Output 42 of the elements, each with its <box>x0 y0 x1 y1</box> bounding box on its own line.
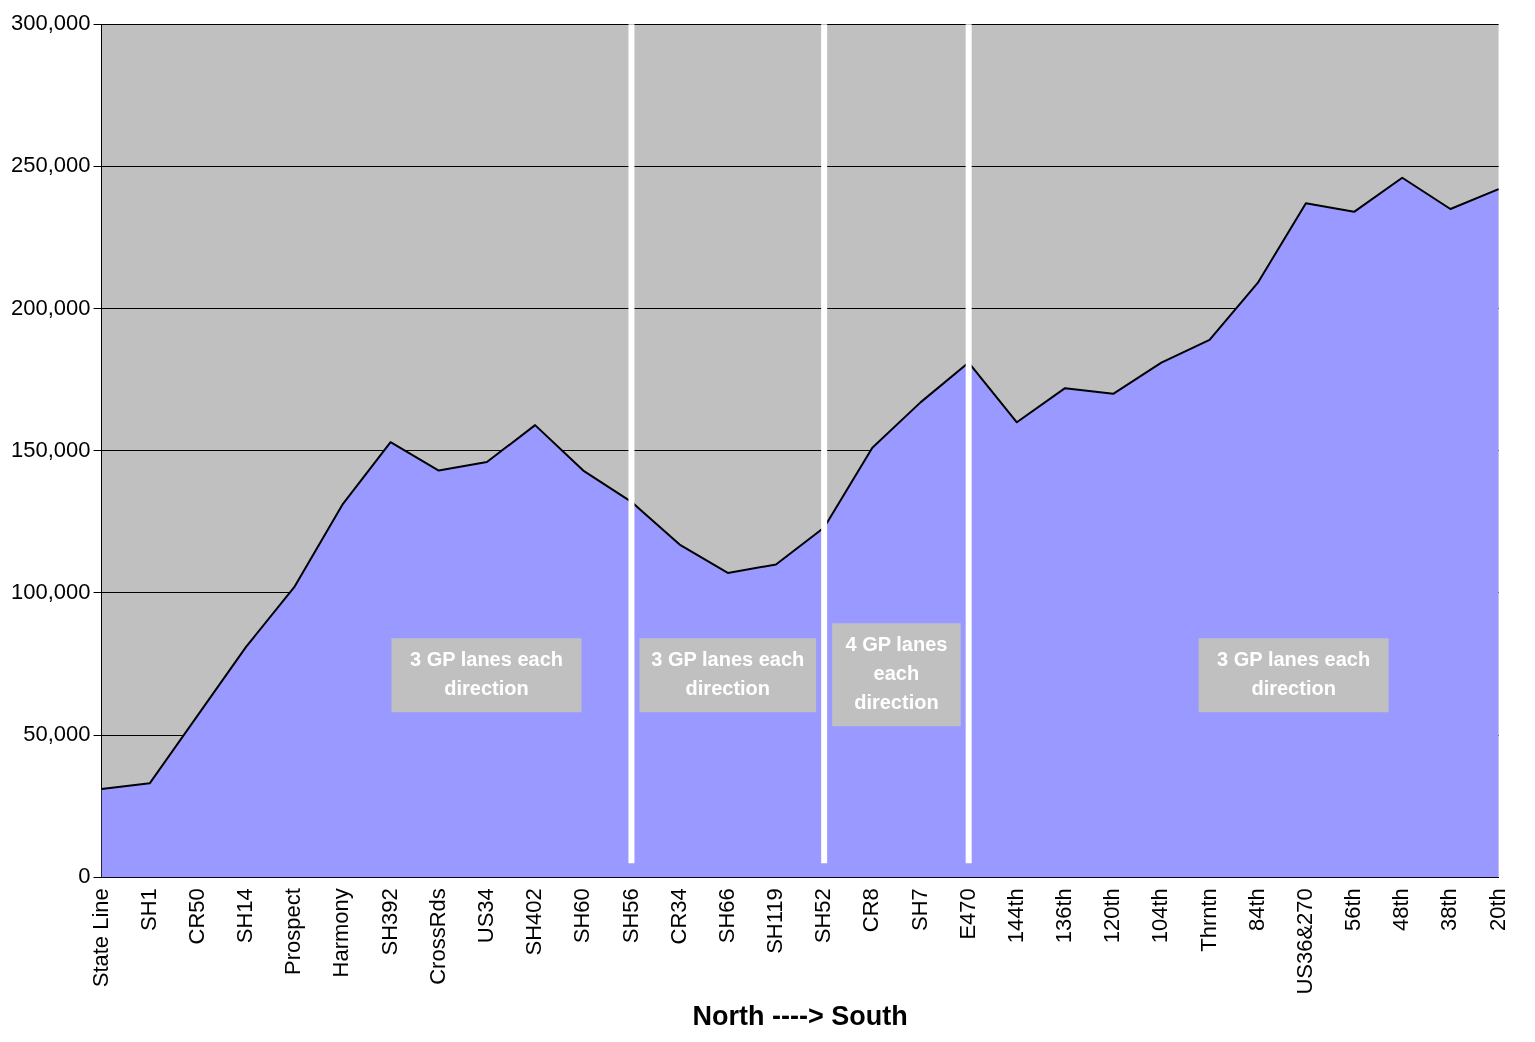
x-tick-label: SH14 <box>232 888 258 944</box>
x-tick-label: SH56 <box>617 888 643 944</box>
x-tick-label: 136th <box>1051 888 1077 944</box>
annotation: 3 GP lanes each direction <box>409 647 564 699</box>
x-tick-label: 120th <box>1099 888 1125 944</box>
y-tick-label: 0 <box>78 863 91 889</box>
y-tick-label: 300,000 <box>10 10 91 36</box>
y-tick-label: 200,000 <box>10 294 91 320</box>
x-tick-label: Thrntn <box>1195 888 1221 952</box>
x-tick-label: SH119 <box>762 888 788 954</box>
x-tick-label: State Line <box>87 888 113 988</box>
y-tick-label: 250,000 <box>10 152 91 178</box>
x-tick-label: 20th <box>1484 888 1510 932</box>
x-tick-label: US36&270 <box>1291 888 1317 995</box>
y-tick-label: 150,000 <box>10 436 91 462</box>
x-tick-label: SH60 <box>569 888 595 944</box>
x-tick-label: CR34 <box>665 888 691 945</box>
x-tick-label: CR50 <box>183 888 209 945</box>
x-tick-label: 104th <box>1147 888 1173 944</box>
x-tick-label: CR8 <box>858 888 884 933</box>
x-tick-label: SH1 <box>135 888 161 931</box>
annotation: 4 GP lanes each direction <box>845 632 948 713</box>
x-tick-label: SH7 <box>906 888 932 931</box>
y-tick-label: 50,000 <box>23 721 91 747</box>
x-tick-label: Harmony <box>328 888 354 978</box>
annotation: 3 GP lanes each direction <box>1217 647 1371 699</box>
x-tick-label: 144th <box>1002 888 1028 944</box>
x-tick-label: 84th <box>1243 888 1269 932</box>
y-tick-label: 100,000 <box>10 578 91 604</box>
x-tick-label: Prospect <box>280 888 306 976</box>
x-tick-label: US34 <box>472 888 498 944</box>
x-tick-label: SH52 <box>810 888 836 944</box>
x-axis-title: North ----> South <box>692 1001 908 1032</box>
x-tick-label: CrossRds <box>424 888 450 985</box>
x-tick-label: 38th <box>1436 888 1462 932</box>
x-tick-label: 48th <box>1388 888 1414 932</box>
x-tick-label: SH392 <box>376 888 402 956</box>
annotation: 3 GP lanes each direction <box>651 647 805 699</box>
x-tick-label: E470 <box>954 888 980 940</box>
x-tick-label: 56th <box>1340 888 1366 932</box>
x-tick-label: SH66 <box>713 888 739 944</box>
x-tick-label: SH402 <box>521 888 547 956</box>
